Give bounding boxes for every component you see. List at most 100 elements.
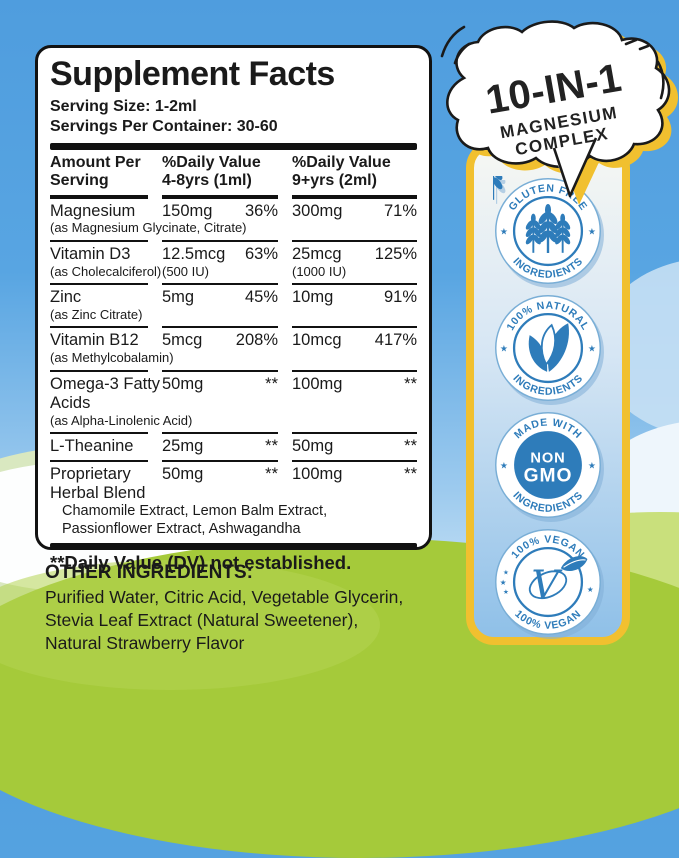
dv-1ml: ** <box>265 464 278 483</box>
nutrition-rows: Magnesium 150mg 36% 300mg 71% (as Magnesium G… <box>50 194 417 539</box>
other-ingredients-line: Stevia Leaf Extract (Natural Sweetener), <box>45 609 359 630</box>
other-ingredients-line: Purified Water, Citric Acid, Vegetable G… <box>45 587 404 607</box>
star-decorations: ★ ★ <box>500 461 596 471</box>
amount-2ml: 10mcg <box>292 331 342 350</box>
nutrient-name: L-Theanine <box>50 436 134 455</box>
speech-bubble: 10-IN-1 MAGNESIUM COMPLEX <box>440 20 679 205</box>
amount-2ml: 50mg <box>292 436 334 455</box>
svg-text:★: ★ <box>500 578 507 587</box>
vegan-v-icon: V <box>528 556 588 608</box>
nutrient-source: (as Magnesium Glycinate, Citrate) <box>50 220 247 236</box>
panel-title: Supplement Facts <box>50 55 335 93</box>
blend-ingredients: Chamomile Extract, Lemon Balm Extract, <box>62 502 328 519</box>
svg-text:★: ★ <box>588 227 596 237</box>
dv-2ml: ** <box>404 464 417 483</box>
dv-1ml: 45% <box>244 288 278 307</box>
amount-2ml: 300mg <box>292 201 343 220</box>
nutrient-source: (as Methylcobalamin) <box>50 350 174 366</box>
other-ingredients-title: OTHER INGREDIENTS: <box>45 562 253 583</box>
bubble-accent-marks <box>440 25 665 100</box>
row-divider <box>50 283 417 286</box>
nutrient-row: Zinc 5mg 45% 10mg 91% (as Zinc Citrate) <box>50 288 417 322</box>
nutrient-name: Vitamin D3 <box>50 244 131 263</box>
row-divider <box>50 459 417 462</box>
row-divider <box>50 239 417 242</box>
dv-1ml: 36% <box>244 201 278 220</box>
nutrient-name: Zinc <box>50 288 82 307</box>
badge-column: ★ ★GLUTEN FREE INGREDIENTS ★ ★100% NATUR… <box>466 140 630 645</box>
divider-bar <box>50 142 417 150</box>
amount-1ml: 50mg <box>162 464 204 483</box>
nutrition-table-header: Amount Per Serving %Daily Value 4-8yrs (… <box>50 154 417 191</box>
amount-1ml: 150mg <box>162 201 213 220</box>
bubble-tail <box>552 138 596 196</box>
row-divider <box>50 369 417 372</box>
servings-per-container: Servings Per Container: 30-60 <box>50 117 278 135</box>
svg-text:★: ★ <box>503 589 509 596</box>
dv-1ml: ** <box>265 374 278 393</box>
row-divider <box>50 194 417 199</box>
svg-text:★: ★ <box>500 344 508 354</box>
amount-1ml: 5mg <box>162 288 195 307</box>
star-decorations: ★ ★ ★ ★ <box>500 570 594 596</box>
dv-2ml: 91% <box>383 288 417 307</box>
svg-text:★: ★ <box>588 461 596 471</box>
nutrient-row: Proprietary Herbal Blend 50mg ** 100mg ** Cha… <box>50 465 417 538</box>
non-gmo-text: GMO <box>524 466 573 487</box>
dv-1ml: ** <box>265 436 278 455</box>
leaf-icon <box>528 323 569 372</box>
dv-1ml: 63% <box>244 244 278 263</box>
nutrient-name: Vitamin B12 <box>50 331 139 350</box>
amount-2ml: 10mg <box>292 288 334 307</box>
svg-text:★: ★ <box>588 344 596 354</box>
amount-1ml: 25mg <box>162 436 204 455</box>
row-divider <box>50 326 417 329</box>
serving-size: Serving Size: 1-2ml <box>50 97 197 115</box>
nutrient-row: Vitamin D3 12.5mcg 63% 25mcg 125% (as Choleca… <box>50 245 417 279</box>
dv-2ml: 125% <box>374 244 417 263</box>
amount-2ml: 100mg <box>292 374 343 393</box>
column-header-dv-1ml: %Daily Value 4-8yrs (1ml) <box>162 153 261 190</box>
svg-text:★: ★ <box>500 461 508 471</box>
nutrient-source: (as Zinc Citrate) <box>50 307 143 323</box>
badge-non-gmo: NON GMO ★ ★MADE WITH INGREDIENTS <box>495 412 601 518</box>
badge-vegan: V ★ ★ ★ ★100% VEGAN 100% VEGAN <box>495 529 601 635</box>
grass-highlight <box>0 560 380 690</box>
amount-1ml: 12.5mcg <box>162 244 226 263</box>
nutrient-row: Omega-3 Fatty Acids 50mg ** 100mg ** (as Alph… <box>50 375 417 428</box>
nutrient-row: L-Theanine 25mg ** 50mg ** <box>50 437 417 456</box>
other-ingredients-line: Natural Strawberry Flavor <box>45 632 245 653</box>
amount-2ml: 25mcg <box>292 244 342 263</box>
svg-text:★: ★ <box>587 585 594 594</box>
svg-text:★: ★ <box>503 570 509 577</box>
nutrient-row: Vitamin B12 5mcg 208% 10mcg 417% (as Methylco… <box>50 331 417 365</box>
other-ingredients: OTHER INGREDIENTS: Purified Water, Citri… <box>45 562 465 654</box>
bubble-cloud <box>446 20 671 169</box>
blend-ingredients: Passionflower Extract, Ashwagandha <box>62 520 301 537</box>
row-divider <box>50 431 417 434</box>
nutrient-source: (as Alpha-Linolenic Acid) <box>50 412 193 428</box>
svg-text:V: V <box>531 563 563 608</box>
amount-1ml: 5mcg <box>162 331 203 350</box>
svg-text:★: ★ <box>500 227 508 237</box>
non-gmo-text: NON <box>530 450 565 466</box>
star-decorations: ★ ★ <box>500 344 596 354</box>
amount-2ml-iu: (1000 IU) <box>292 263 347 279</box>
column-header-amount: Amount Per Serving <box>50 153 141 190</box>
column-header-dv-2ml: %Daily Value 9+yrs (2ml) <box>292 153 391 190</box>
nutrient-name: Omega-3 Fatty Acids <box>50 374 161 412</box>
dv-2ml: ** <box>404 436 417 455</box>
bubble-tail-outline <box>552 137 598 198</box>
badge-gluten-free: ★ ★GLUTEN FREE INGREDIENTS <box>493 176 601 284</box>
nutrient-name: Proprietary Herbal Blend <box>50 464 146 502</box>
star-decorations: ★ ★ <box>500 227 596 237</box>
dv-1ml: 208% <box>235 331 278 350</box>
nutrient-source: (as Cholecalciferol) <box>50 263 162 279</box>
supplement-facts-panel: Supplement Facts Serving Size: 1-2ml Ser… <box>35 45 432 573</box>
badge-natural: ★ ★100% NATURAL INGREDIENTS <box>495 295 601 401</box>
amount-2ml: 100mg <box>292 464 343 483</box>
dv-2ml: 417% <box>374 331 417 350</box>
dv-2ml: ** <box>404 374 417 393</box>
dv-2ml: 71% <box>383 201 417 220</box>
amount-1ml-iu: (500 IU) <box>162 263 209 279</box>
